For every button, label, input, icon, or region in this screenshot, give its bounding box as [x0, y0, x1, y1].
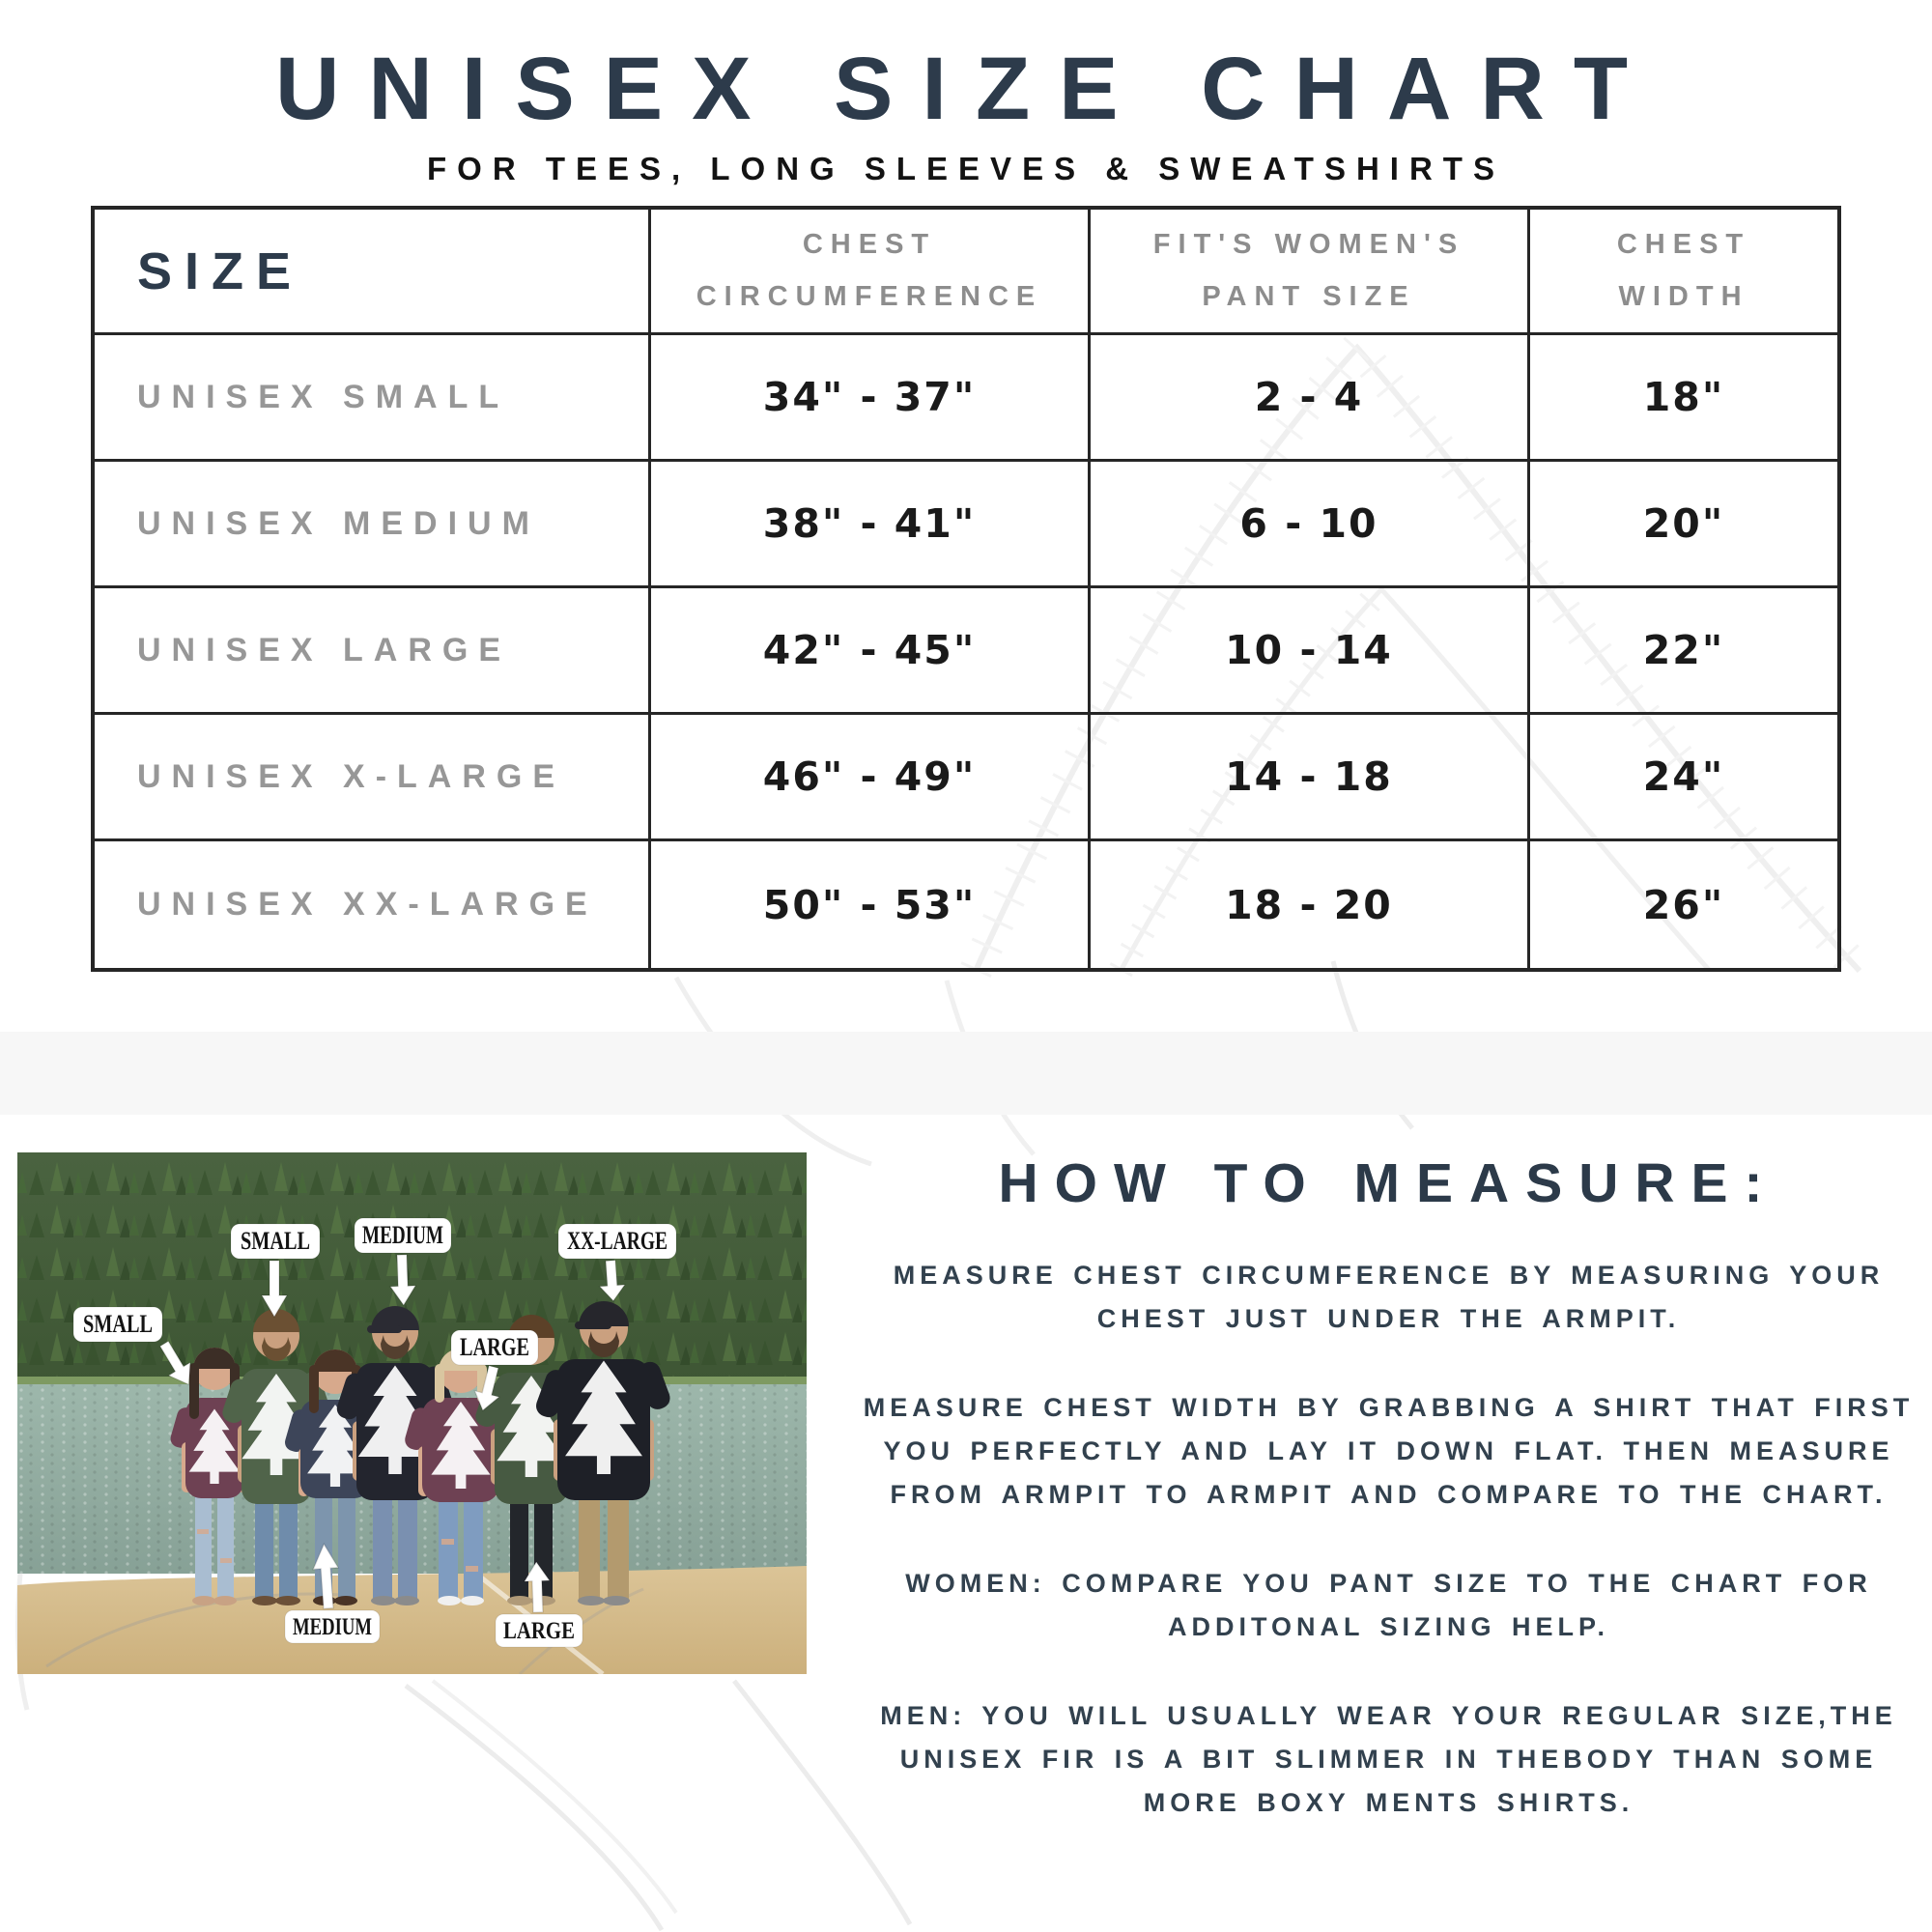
group-photo: SMALL SMALL MEDIUM LARGE XX-LARGE: [17, 1152, 807, 1674]
row-medium-chest-width: 20": [1530, 462, 1837, 588]
row-xlarge-chest-circ: 46" - 49": [651, 715, 1091, 841]
size-table: SIZE CHEST CIRCUMFERENCE FIT'S WOMEN'S P…: [91, 206, 1841, 972]
measure-women-tip-text: WOMEN: COMPARE YOU PANT SIZE TO THE CHAR…: [905, 1568, 1872, 1642]
row-medium-size-label: UNISEX MEDIUM: [95, 462, 651, 588]
row-medium-pant-size: 6 - 10: [1091, 462, 1530, 588]
svg-text:MEDIUM: MEDIUM: [293, 1614, 372, 1640]
label-medium-top: MEDIUM: [354, 1217, 452, 1307]
row-large-size-label: UNISEX LARGE: [95, 588, 651, 715]
label-xxlarge-top: XX-LARGE: [557, 1223, 677, 1303]
column-header-chest-width: CHEST WIDTH: [1530, 210, 1837, 335]
row-xlarge-chest-width: 24": [1530, 715, 1837, 841]
row-large-chest-circ: 42" - 45": [651, 588, 1091, 715]
page-title: UNISEX SIZE CHART: [274, 40, 1658, 138]
row-medium-chest-circ: 38" - 41": [651, 462, 1091, 588]
svg-text:LARGE: LARGE: [503, 1618, 575, 1644]
how-to-measure-section: HOW TO MEASURE: MEASURE CHEST CIRCUMFERE…: [850, 1151, 1927, 1870]
row-xxlarge-size-label: UNISEX XX-LARGE: [95, 841, 651, 968]
svg-text:SMALL: SMALL: [83, 1310, 153, 1338]
row-xxlarge-chest-width: 26": [1642, 881, 1725, 928]
svg-text:SMALL: SMALL: [241, 1227, 310, 1255]
column-header-womens-pant-size: FIT'S WOMEN'S PANT SIZE: [1091, 210, 1530, 335]
row-large-chest-width: 22": [1530, 588, 1837, 715]
row-large-pant-size: 10 - 14: [1091, 588, 1530, 715]
measure-men-tip-text: MEN: YOU WILL USUALLY WEAR YOUR REGULAR …: [880, 1700, 1897, 1818]
svg-text:MEDIUM: MEDIUM: [362, 1221, 443, 1249]
how-to-measure-heading: HOW TO MEASURE:: [998, 1152, 1779, 1214]
row-small-size-label: UNISEX SMALL: [95, 335, 651, 462]
label-small-left: SMALL: [72, 1306, 201, 1392]
person-small-man: [222, 1309, 329, 1605]
measure-chest-circumference-text: MEASURE CHEST CIRCUMFERENCE BY MEASURING…: [893, 1261, 1885, 1334]
row-xxlarge-chest-circ: 50" - 53": [651, 841, 1091, 968]
row-xlarge-pant-size: 14 - 18: [1091, 715, 1530, 841]
page-subtitle: FOR TEES, LONG SLEEVES & SWEATSHIRTS: [427, 151, 1505, 186]
label-large-bottom: LARGE: [495, 1560, 583, 1648]
svg-text:LARGE: LARGE: [460, 1333, 529, 1361]
svg-text:XX-LARGE: XX-LARGE: [567, 1227, 668, 1255]
row-small-chest-width: 18": [1530, 335, 1837, 462]
row-small-pant-size: 2 - 4: [1091, 335, 1530, 462]
row-small-chest-circ: 34" - 37": [651, 335, 1091, 462]
column-header-size: SIZE: [95, 210, 651, 335]
divider-band: [0, 1032, 1932, 1115]
label-small-top: SMALL: [230, 1223, 321, 1318]
column-header-chest-circumference: CHEST CIRCUMFERENCE: [651, 210, 1091, 335]
label-large-top: LARGE: [450, 1329, 539, 1414]
row-xxlarge-pant-size: 18 - 20: [1091, 841, 1530, 968]
person-xxlarge-man: [535, 1301, 670, 1605]
label-medium-bottom: MEDIUM: [284, 1542, 381, 1644]
row-xlarge-size-label: UNISEX X-LARGE: [95, 715, 651, 841]
measure-chest-width-text: MEASURE CHEST WIDTH BY GRABBING A SHIRT …: [863, 1392, 1915, 1510]
